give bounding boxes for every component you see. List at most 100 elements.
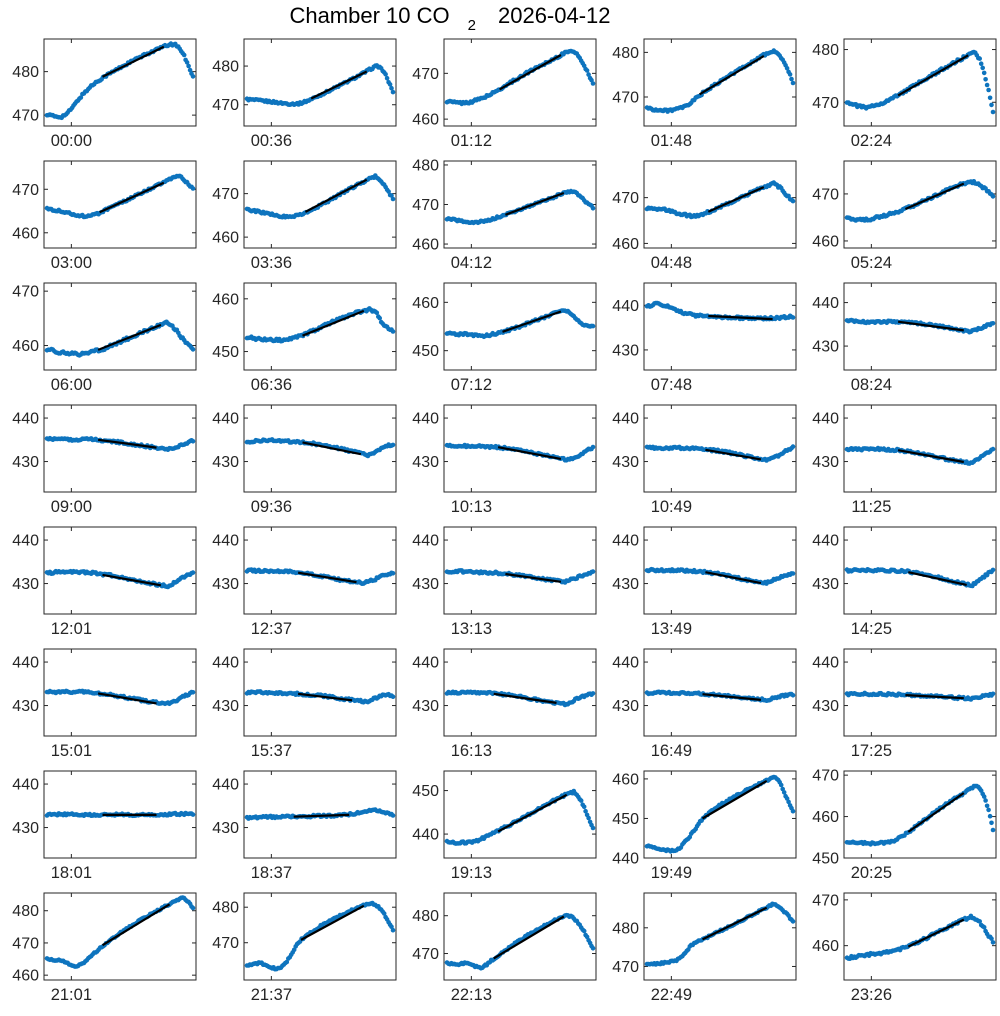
data-dot [190,905,196,911]
fit-line [905,694,964,700]
y-tick-label: 480 [612,45,639,62]
subplot-cell: 450 460 470 20:25 [800,767,1000,889]
data-dot [284,959,290,965]
y-tick-label: 470 [812,892,839,909]
subplot-chart-14-25: 430 440 14:25 [812,526,997,638]
y-tick-label: 440 [412,411,439,428]
subplot-time-label: 15:37 [251,742,292,760]
y-tick-label: 440 [412,827,439,844]
y-tick-label: 470 [212,186,239,203]
y-tick-label: 440 [12,655,39,672]
data-dot [581,804,587,810]
data-dot [590,81,596,86]
subplot-cell: 430 440 13:49 [600,523,800,645]
data-dot [990,321,996,326]
fit-line [505,572,562,583]
fit-line [705,448,762,461]
data-dot [990,827,996,833]
axes-box [843,648,997,737]
axes-box [643,282,797,371]
subplot-chart-07-48: 430 440 07:48 [612,282,797,394]
data-dot [389,85,394,91]
subplot-cell: 470 480 22:13 [400,889,600,1011]
y-tick-label: 430 [412,454,439,471]
y-tick-label: 470 [412,197,439,214]
subplot-chart-00-00: 470 480 00:00 [12,38,197,150]
y-tick-label: 440 [812,655,839,672]
data-dot [790,571,796,576]
subplot-cell: 470 480 01:48 [600,35,800,157]
y-tick-label: 480 [212,59,239,76]
subplot-time-label: 13:49 [651,620,692,638]
subplot-time-label: 16:49 [651,742,692,760]
y-tick-label: 470 [812,186,839,203]
subplot-time-label: 04:12 [451,254,492,272]
y-tick-label: 440 [412,655,439,672]
fit-line [497,446,562,460]
data-dot [383,72,388,77]
y-tick-label: 430 [212,454,239,471]
data-dot [381,911,387,916]
subplot-chart-03-00: 460 470 03:00 [12,160,197,272]
data-dot [784,66,790,71]
subplot-chart-15-01: 430 440 15:01 [12,648,197,760]
y-tick-label: 450 [212,344,239,361]
data-dot [190,690,196,695]
data-dot [790,693,796,698]
subplot-cell: 460 470 05:24 [800,157,1000,279]
fit-line [302,441,362,456]
data-dot [987,95,993,101]
data-dot [586,72,591,77]
data-dot [584,68,590,73]
subplot-chart-03-36: 460 470 03:36 [212,160,397,272]
y-tick-label: 430 [812,339,839,356]
data-dot [790,808,796,814]
subplot-time-label: 20:25 [851,864,892,882]
data-dot [590,444,596,450]
subplot-chart-22-49: 470 480 22:49 [612,892,797,1004]
data-dot [581,928,587,934]
subplot-chart-05-24: 460 470 05:24 [812,160,997,272]
subplot-grid: 470 480 00:00 470 480 00:36 460 470 01:12 470 480 0… [0,35,1000,1011]
y-tick-label: 470 [12,108,39,125]
fit-line [297,571,357,584]
data-dot [190,186,196,191]
subplot-cell: 430 440 15:37 [200,645,400,767]
subplot-cell: 440 450 460 19:49 [600,767,800,889]
y-tick-label: 440 [612,298,639,315]
subplot-chart-13-49: 430 440 13:49 [612,526,797,638]
data-dot [790,315,796,320]
data-dot [984,82,990,88]
data-dot [990,446,996,452]
y-tick-label: 470 [212,97,239,114]
data-dot [186,63,191,69]
title-date: 2026-04-12 [497,3,611,28]
subplot-cell: 430 440 11:25 [800,401,1000,523]
subplot-time-label: 05:24 [851,254,892,272]
subplot-time-label: 06:36 [251,376,292,394]
subplot-time-label: 14:25 [851,620,892,638]
data-dot [590,691,596,696]
axes-box [443,160,597,249]
fit-line [499,54,562,91]
y-tick-label: 460 [412,112,439,129]
y-tick-label: 470 [12,284,39,301]
axes-box [443,892,597,981]
y-tick-label: 440 [612,533,639,550]
page-title: Chamber 10 CO 2 2026-04-12 [0,0,1000,35]
y-tick-label: 460 [212,230,239,247]
fit-line [502,310,562,333]
subplot-cell: 430 440 14:25 [800,523,1000,645]
axes-box [643,160,797,249]
y-tick-label: 440 [612,851,639,868]
subplot-chart-21-37: 470 480 21:37 [212,892,397,1004]
subplot-chart-18-01: 430 440 18:01 [12,770,197,882]
axes-box [243,38,397,127]
fit-line [705,571,762,585]
subplot-cell: 470 480 00:36 [200,35,400,157]
data-dot [190,570,196,575]
data-dot [590,206,596,211]
y-tick-label: 470 [212,935,239,952]
data-dot [390,571,396,576]
subplot-time-label: 11:25 [851,498,891,516]
